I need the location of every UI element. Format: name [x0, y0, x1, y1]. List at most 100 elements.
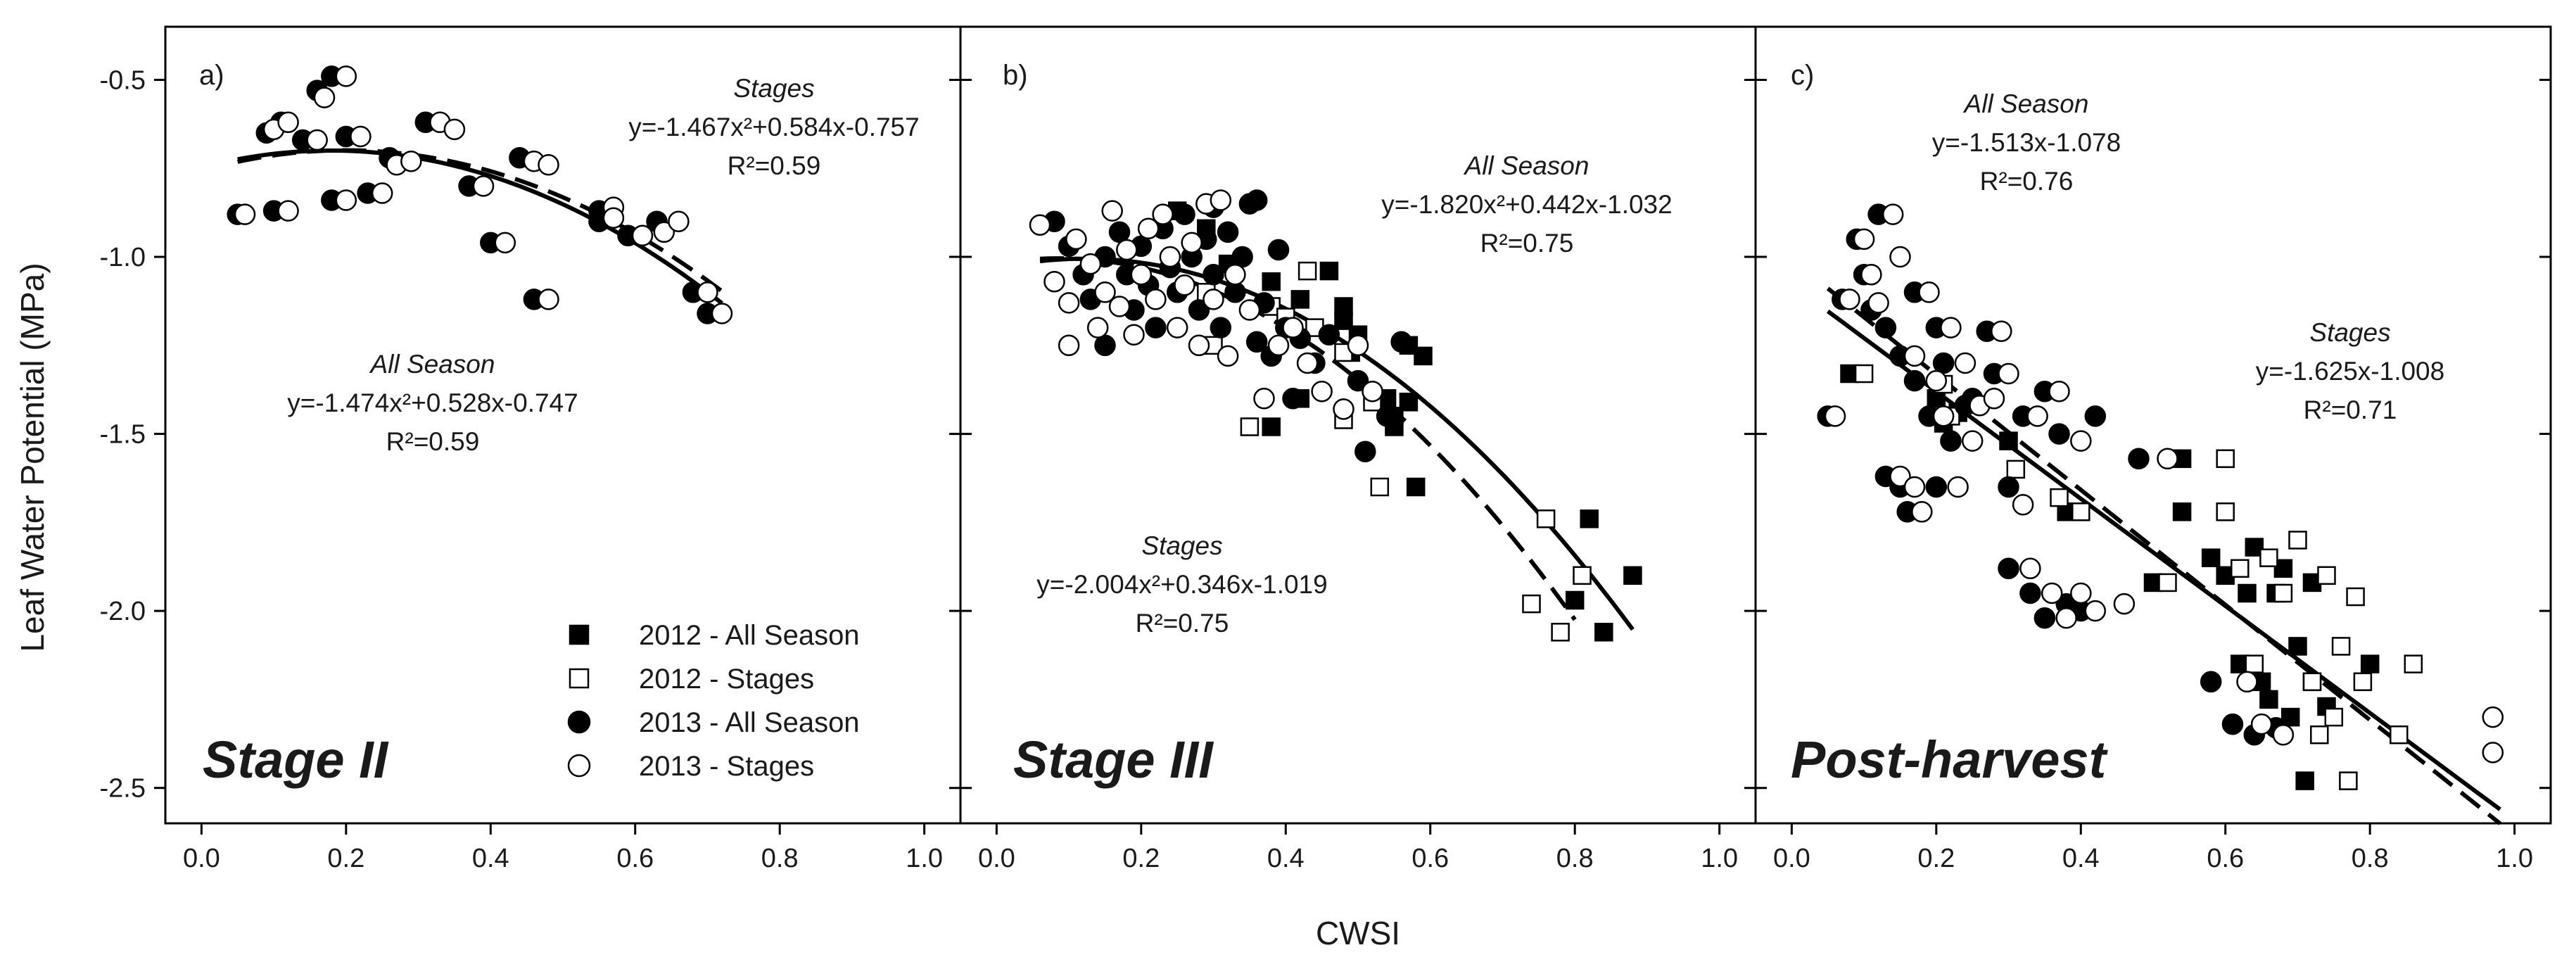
- data-point-2013-stages: [1954, 352, 1977, 374]
- data-point-2013-stages: [1911, 501, 1933, 523]
- x-tick-label: 0.4: [1267, 844, 1305, 873]
- x-tick-label: 0.4: [472, 844, 509, 873]
- data-point-2012-stages: [2346, 587, 2365, 607]
- legend-label: 2012 - All Season: [639, 620, 860, 651]
- data-point-2012-stages: [2071, 502, 2090, 521]
- x-tick-label: 0.2: [1122, 844, 1160, 873]
- data-point-2012-all-season: [1262, 272, 1281, 291]
- data-point-2012-stages: [2288, 531, 2307, 550]
- all-season-eq-title: All Season: [369, 350, 495, 379]
- data-point-2012-stages: [1551, 623, 1570, 642]
- data-point-2013-all-season: [1998, 476, 2019, 498]
- data-point-2013-all-season: [1108, 221, 1131, 243]
- panel-stage-ii: 0.0 0.2 0.4 0.6 0.8 1.0 -0.5 -1.0 -1.5 -2.0 -2.5 a…: [100, 25, 962, 873]
- data-point-2013-stages: [1123, 324, 1145, 346]
- data-point-2013-stages: [653, 221, 675, 243]
- data-point-2013-stages: [306, 129, 328, 151]
- data-point-2013-stages: [350, 125, 372, 148]
- data-point-2013-stages: [1362, 380, 1383, 403]
- data-point-2012-all-season: [2259, 690, 2278, 709]
- data-point-2013-stages: [668, 210, 690, 232]
- all-season-eq-title: All Season: [1464, 151, 1590, 180]
- data-point-2013-stages: [2157, 448, 2178, 470]
- data-point-2013-all-season: [1231, 246, 1253, 268]
- all-season-eq: y=-1.820x²+0.442x-1.032: [1381, 190, 1672, 219]
- x-tick-label: 0.6: [2207, 844, 2244, 873]
- data-point-2013-all-season: [1282, 388, 1304, 410]
- data-markers: [1029, 189, 1642, 642]
- data-point-2013-stages: [1152, 203, 1174, 225]
- data-point-2012-all-season: [1623, 566, 1642, 585]
- data-point-2012-all-season: [2280, 707, 2300, 727]
- data-point-2013-stages: [1824, 405, 1846, 427]
- data-point-2013-stages: [2048, 380, 2070, 403]
- data-point-2013-stages: [1217, 345, 1239, 367]
- data-point-2013-stages: [1181, 232, 1203, 254]
- data-point-2013-stages: [1086, 317, 1109, 338]
- x-tick-label: 0.0: [978, 844, 1015, 873]
- x-tick-label: 0.6: [1411, 844, 1449, 873]
- data-point-2012-all-season: [1999, 431, 2018, 450]
- data-point-2013-stages: [443, 118, 466, 141]
- data-point-2013-stages: [1889, 246, 1911, 268]
- data-point-2013-stages: [1137, 217, 1160, 240]
- panel-post-harvest: 0.0 0.2 0.4 0.6 0.8 1.0 c) Post-harvest All S…: [1744, 25, 2552, 873]
- data-point-2013-all-season: [1390, 331, 1412, 353]
- x-tick-label: 0.6: [616, 844, 654, 873]
- data-point-2013-all-season: [1245, 189, 1268, 211]
- data-point-2013-stages: [1282, 317, 1304, 338]
- data-point-2013-all-season: [1932, 352, 1955, 374]
- data-point-2013-stages: [1188, 334, 1210, 357]
- panel-stage-iii: 0.0 0.2 0.4 0.6 0.8 1.0 b) Stage III All Seas…: [949, 25, 1757, 873]
- data-point-2012-all-season: [1290, 290, 1310, 309]
- all-season-eq: y=-1.474x²+0.528x-0.747: [287, 388, 578, 417]
- data-point-2013-all-season: [1267, 239, 1290, 261]
- data-point-2013-stages: [538, 289, 559, 310]
- data-point-2013-stages: [1882, 203, 1904, 225]
- data-point-2013-all-season: [1998, 557, 2019, 580]
- data-point-2012-all-season: [2360, 654, 2380, 673]
- data-point-2013-all-season: [1210, 317, 1232, 338]
- stages-eq: y=-1.625x-1.008: [2256, 357, 2444, 386]
- data-point-2012-stages: [2158, 573, 2177, 593]
- data-point-2013-stages: [1203, 289, 1224, 310]
- data-point-2012-all-season: [2172, 502, 2192, 521]
- data-point-2012-all-season: [2288, 637, 2307, 656]
- x-tick-label: 0.4: [2062, 844, 2100, 873]
- data-point-2013-stages: [2482, 706, 2504, 728]
- data-point-2013-stages: [1889, 465, 1911, 488]
- data-point-2012-all-season: [2238, 583, 2257, 603]
- data-point-2013-stages: [2055, 607, 2077, 629]
- data-point-2013-stages: [335, 65, 357, 87]
- data-point-2012-all-season: [1262, 417, 1281, 436]
- data-point-2013-all-season: [1224, 281, 1246, 303]
- data-point-2013-stages: [494, 232, 516, 254]
- data-point-2013-all-season: [2033, 607, 2056, 629]
- stages-eq-title: Stages: [1141, 531, 1222, 560]
- data-point-2013-stages: [1101, 200, 1123, 222]
- data-point-2013-stages: [631, 224, 654, 247]
- data-point-2013-stages: [1867, 292, 1889, 314]
- data-point-2013-stages: [1296, 352, 1319, 374]
- data-point-2013-stages: [1940, 317, 1962, 338]
- data-point-2013-stages: [2113, 593, 2136, 615]
- legend: 2012 - All Season 2012 - Stages 2013 - A…: [567, 620, 860, 782]
- data-point-2013-stages: [2272, 723, 2295, 746]
- data-point-2012-stages: [2245, 654, 2264, 673]
- all-season-r2: R²=0.75: [1480, 229, 1574, 258]
- stages-eq-title: Stages: [2309, 318, 2390, 347]
- data-markers: [227, 65, 733, 324]
- data-point-2013-all-season: [1145, 317, 1167, 338]
- x-tick-label: 1.0: [2496, 844, 2533, 873]
- data-point-2013-stages: [1145, 289, 1167, 310]
- data-point-2012-all-season: [1565, 590, 1585, 610]
- data-point-2012-all-season: [2201, 548, 2221, 567]
- data-point-2013-stages: [1853, 228, 1875, 251]
- data-point-2012-all-season: [1594, 623, 1613, 642]
- x-tick-label: 0.2: [327, 844, 364, 873]
- legend-marker-2012-stages: [569, 668, 590, 689]
- data-point-2013-stages: [1166, 317, 1188, 338]
- fit-lines: [237, 148, 723, 305]
- stages-r2: R²=0.71: [2304, 395, 2397, 424]
